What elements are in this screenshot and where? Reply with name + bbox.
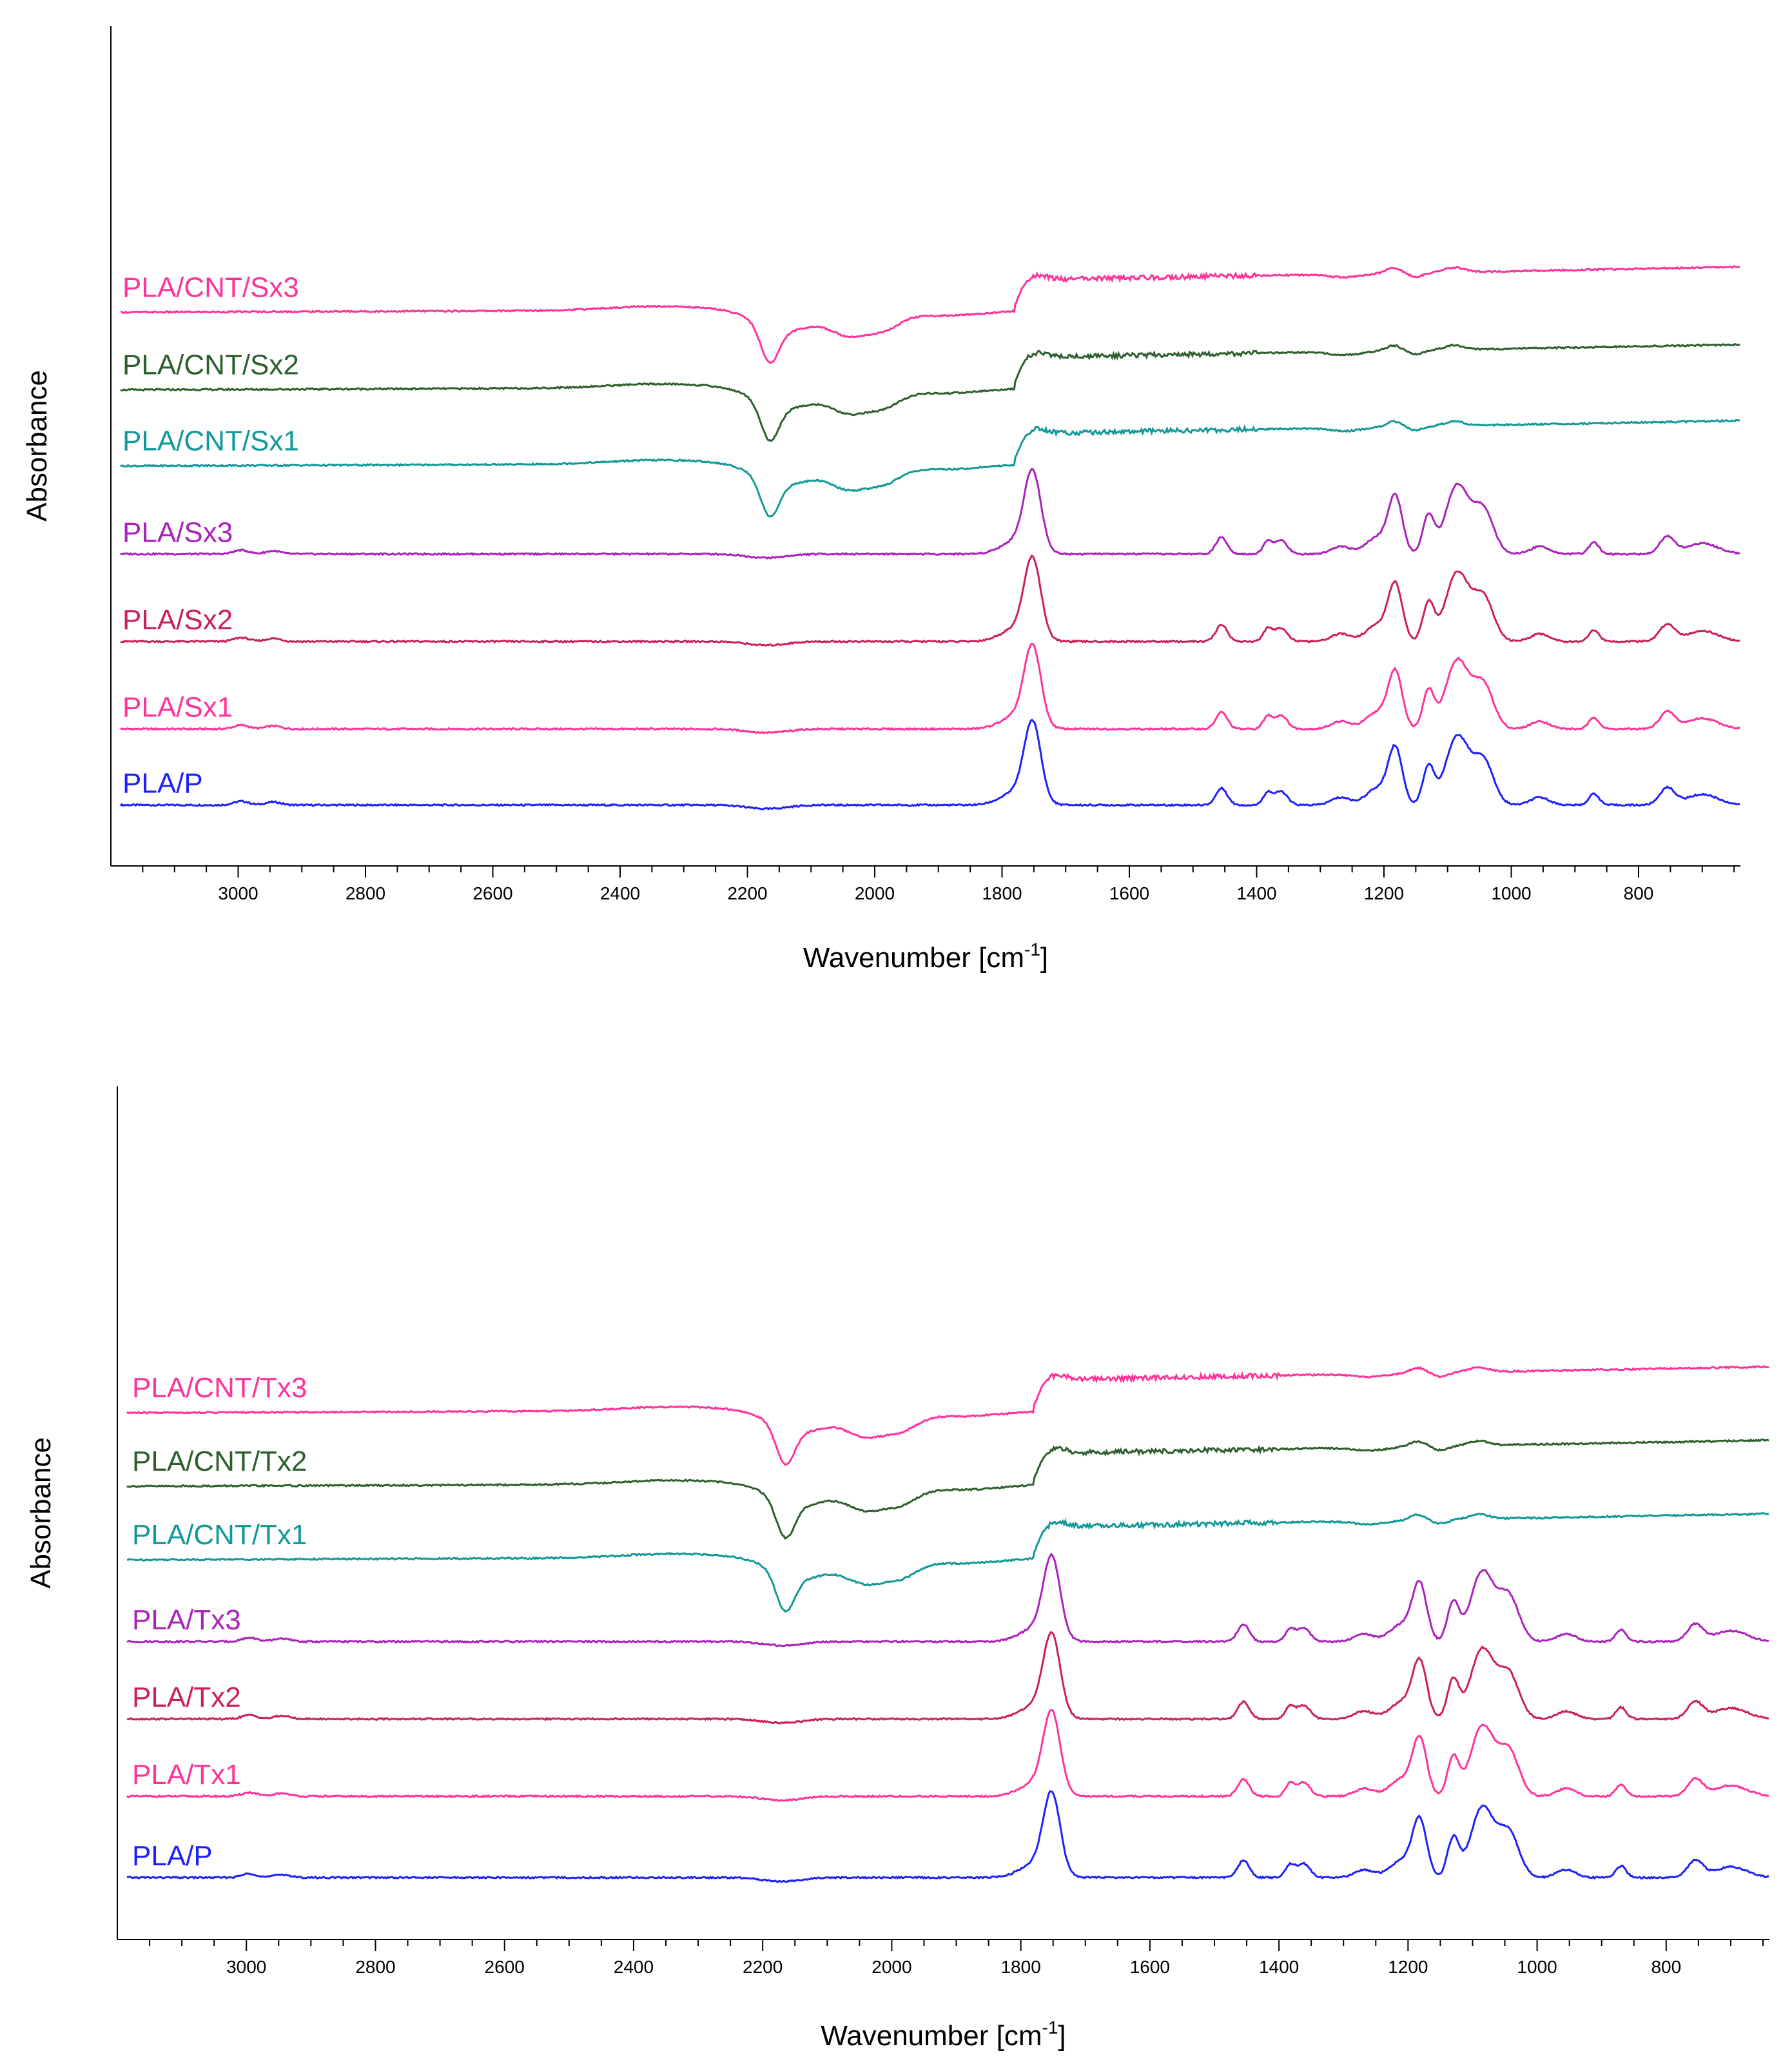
ftir-panel-s: 3000 2800 2600 2400 2200 2000 1800 1600 1400 1200… — [21, 26, 1740, 974]
series-label: PLA/Sx1 — [122, 692, 233, 723]
x-tick-label: 800 — [1624, 883, 1654, 903]
x-axis-title: Wavenumber [cm-1] — [821, 2017, 1066, 2052]
x-axis-title: Wavenumber [cm-1] — [803, 939, 1048, 974]
y-axis-title: Absorbance — [21, 370, 53, 522]
series-line-pla-cnt-tx1 — [127, 1512, 1769, 1613]
x-tick-label: 1400 — [1236, 883, 1276, 903]
x-tick-label: 1800 — [1000, 1957, 1040, 1977]
x-tick-label: 2600 — [472, 883, 512, 903]
series-line-pla-tx1 — [126, 1709, 1769, 1802]
x-tick-label: 1400 — [1259, 1957, 1299, 1977]
series-label: PLA/CNT/Tx1 — [132, 1519, 307, 1551]
x-tick-label: 3000 — [226, 1957, 266, 1977]
series-label: PLA/CNT/Tx3 — [132, 1372, 307, 1404]
ftir-panel-t: 3000 2800 2600 2400 2200 2000 1800 1600 1400 1200… — [25, 1086, 1769, 2052]
series-label: PLA/Tx1 — [132, 1759, 241, 1791]
x-tick-label: 2600 — [485, 1957, 525, 1977]
x-tick-label: 2400 — [614, 1957, 654, 1977]
x-tick-label: 1200 — [1388, 1957, 1428, 1977]
series-label: PLA/Tx3 — [132, 1604, 241, 1636]
series-line-pla-sx2 — [120, 554, 1740, 647]
x-tick-label: 2200 — [743, 1957, 783, 1977]
x-tick-label: 2000 — [855, 883, 895, 903]
series-label: PLA/P — [122, 768, 203, 800]
series-label: PLA/Sx2 — [122, 604, 233, 636]
x-tick-label: 3000 — [218, 883, 258, 903]
series-line-pla-tx3 — [126, 1553, 1769, 1647]
series-line-pla-sx3 — [120, 467, 1740, 560]
series-label: PLA/Sx3 — [122, 516, 233, 548]
series-label: PLA/CNT/Tx2 — [132, 1446, 307, 1477]
series-line-pla-cnt-sx3 — [120, 265, 1740, 364]
x-tick-label: 1000 — [1491, 883, 1531, 903]
x-tick-label: 2800 — [346, 883, 385, 903]
series-line-pla-p — [126, 1790, 1769, 1883]
series-line-pla-tx2 — [126, 1631, 1769, 1725]
x-tick-label: 1600 — [1109, 883, 1149, 903]
x-tick-label: 2200 — [727, 883, 767, 903]
series-label: PLA/Tx2 — [132, 1682, 241, 1713]
series-line-pla-cnt-sx1 — [119, 418, 1740, 518]
y-axis-title: Absorbance — [25, 1437, 57, 1589]
series-line-pla-sx1 — [119, 642, 1740, 734]
x-tick-label: 1600 — [1130, 1957, 1170, 1977]
x-tick-label: 800 — [1651, 1957, 1681, 1977]
x-tick-label: 1200 — [1364, 883, 1404, 903]
x-tick-label: 1800 — [982, 883, 1022, 903]
x-tick-label: 2400 — [600, 883, 640, 903]
series-label: PLA/P — [132, 1840, 213, 1872]
series-line-pla-cnt-tx3 — [126, 1365, 1769, 1466]
series-line-pla-cnt-sx2 — [120, 342, 1740, 442]
x-tick-label: 2800 — [355, 1957, 395, 1977]
series-line-pla-p — [119, 718, 1740, 810]
x-tick-label: 1000 — [1517, 1957, 1557, 1977]
series-label: PLA/CNT/Sx1 — [122, 426, 299, 457]
series-label: PLA/CNT/Sx3 — [122, 271, 299, 303]
series-label: PLA/CNT/Sx2 — [122, 349, 299, 381]
x-tick-label: 2000 — [872, 1957, 911, 1977]
series-line-pla-cnt-tx2 — [126, 1438, 1769, 1540]
